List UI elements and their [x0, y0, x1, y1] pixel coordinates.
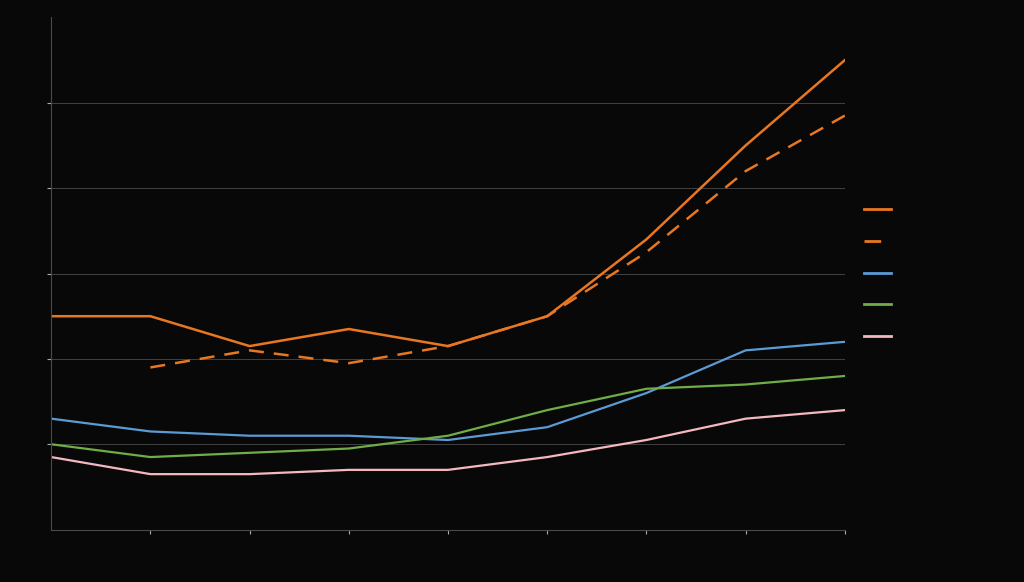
Legend: , , , , : , , , , [859, 198, 901, 349]
